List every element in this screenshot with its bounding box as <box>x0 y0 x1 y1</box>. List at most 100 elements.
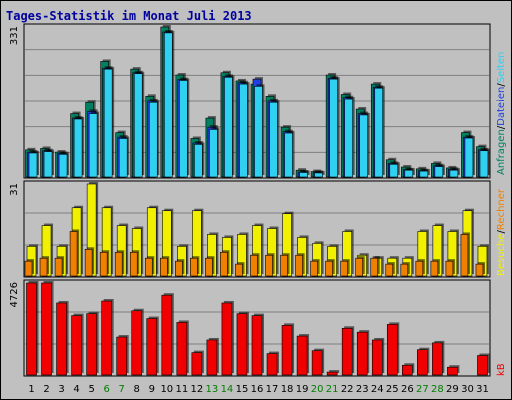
x-tick-label: 26 <box>401 384 414 395</box>
x-tick-label: 14 <box>221 384 234 395</box>
bar-seiten <box>344 98 353 178</box>
legend-entry: kB <box>496 363 507 376</box>
bar-rechner <box>460 234 469 277</box>
legend-entry: / <box>496 83 507 87</box>
bar-rechner <box>370 257 379 277</box>
bar-rechner <box>84 248 93 277</box>
bar-rechner <box>159 257 168 277</box>
bar-seiten <box>163 32 173 178</box>
bar-seiten <box>269 101 278 178</box>
bar-rechner <box>310 260 318 277</box>
x-tick-label: 29 <box>446 384 459 395</box>
x-tick-label: 3 <box>58 384 64 395</box>
bar-seiten <box>419 170 429 178</box>
bar-seiten <box>329 78 338 178</box>
bar-rechner <box>445 260 454 277</box>
x-tick-label: 5 <box>88 384 94 395</box>
bar-seiten <box>479 150 489 178</box>
bar-kb <box>71 315 82 376</box>
bar-kb <box>311 350 323 376</box>
x-tick-label: 28 <box>431 384 444 395</box>
x-tick-label: 8 <box>134 384 140 395</box>
bar-kb <box>116 336 127 376</box>
legend-entry: / <box>496 229 507 233</box>
bar-seiten <box>118 138 128 178</box>
x-tick-label: 12 <box>191 384 204 395</box>
bar-kb <box>221 302 233 376</box>
x-tick-label: 21 <box>326 384 339 395</box>
bar-kb <box>341 327 353 376</box>
y-max-label: 4726 <box>9 282 20 307</box>
bar-rechner <box>475 263 484 277</box>
bar-seiten <box>148 101 158 178</box>
bar-rechner <box>205 257 213 277</box>
bar-kb <box>26 282 37 376</box>
bar-seiten <box>209 129 218 178</box>
x-tick-label: 18 <box>281 384 294 395</box>
bar-kb <box>296 335 308 376</box>
bar-rechner <box>129 251 138 277</box>
bar-seiten <box>254 86 263 178</box>
bar-kb <box>176 322 188 376</box>
bar-seiten <box>284 132 293 178</box>
bar-rechner <box>99 251 108 277</box>
bar-rechner <box>175 260 183 277</box>
bar-kb <box>191 352 203 376</box>
x-tick-label: 2 <box>43 384 49 395</box>
bar-rechner <box>400 263 409 277</box>
y-max-label: 331 <box>9 26 20 45</box>
bar-seiten <box>43 151 53 178</box>
x-tick-label: 15 <box>236 384 249 395</box>
bar-kb <box>386 324 398 376</box>
bar-rechner <box>54 257 63 277</box>
bar-kb <box>477 355 488 376</box>
bar-rechner <box>250 254 258 277</box>
x-tick-label: 7 <box>119 384 125 395</box>
bar-seiten <box>464 137 474 178</box>
bar-kb <box>56 302 67 376</box>
bar-rechner <box>355 257 364 277</box>
bar-kb <box>251 315 263 376</box>
bar-seiten <box>73 118 83 178</box>
x-tick-label: 23 <box>356 384 369 395</box>
bar-seiten <box>404 169 414 178</box>
x-tick-label: 30 <box>461 384 474 395</box>
bar-rechner <box>24 260 33 277</box>
bar-kb <box>206 339 218 376</box>
x-tick-label: 6 <box>103 384 109 395</box>
legend-entry: / <box>496 125 507 129</box>
bar-seiten <box>374 87 384 178</box>
bar-kb <box>326 371 338 376</box>
x-tick-label: 27 <box>416 384 429 395</box>
bar-kb <box>266 353 278 376</box>
x-tick-label: 24 <box>371 384 384 395</box>
bar-seiten <box>389 164 399 178</box>
bar-rechner <box>114 251 123 277</box>
x-tick-label: 22 <box>341 384 354 395</box>
legend-bottom: kB <box>496 363 507 376</box>
bar-seiten <box>179 80 188 178</box>
legend-entry: Besuche <box>496 233 507 276</box>
x-tick-label: 20 <box>311 384 324 395</box>
bar-rechner <box>144 257 153 277</box>
bar-seiten <box>28 152 38 178</box>
bar-seiten <box>88 113 98 178</box>
bar-seiten <box>58 154 68 178</box>
x-tick-label: 1 <box>28 384 34 395</box>
x-tick-label: 9 <box>149 384 155 395</box>
x-tick-label: 25 <box>386 384 399 395</box>
legend-middle: Besuche/Rechner <box>496 188 507 276</box>
bar-rechner <box>69 231 78 277</box>
legend-top: Anfragen/Dateien/Seiten <box>496 52 507 175</box>
bar-seiten <box>434 166 444 178</box>
bar-rechner <box>39 257 48 277</box>
bar-seiten <box>299 172 308 178</box>
bar-rechner <box>235 263 243 277</box>
legend-entry: Dateien <box>496 87 507 126</box>
bar-seiten <box>194 144 203 178</box>
bar-kb <box>161 294 173 376</box>
bar-seiten <box>103 68 113 178</box>
x-tick-label: 17 <box>266 384 279 395</box>
bar-kb <box>146 318 158 376</box>
